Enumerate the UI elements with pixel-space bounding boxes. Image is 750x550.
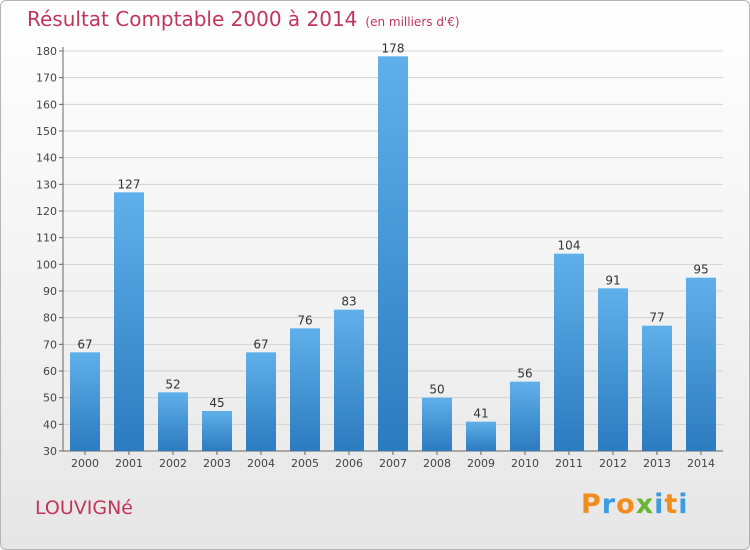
bar: [114, 192, 144, 452]
bar: [202, 411, 232, 451]
x-tick-label: 2007: [379, 457, 407, 470]
x-tick-label: 2004: [247, 457, 275, 470]
y-tick-label: 80: [43, 312, 57, 325]
bar-value-label: 83: [341, 295, 356, 309]
bar-value-label: 45: [209, 396, 224, 410]
logo-letter: i: [678, 489, 689, 520]
bar: [466, 421, 496, 451]
bar-value-label: 67: [77, 337, 92, 351]
chart-title-text: Résultat Comptable 2000 à 2014: [27, 7, 358, 31]
x-tick-label: 2002: [159, 457, 187, 470]
bar-value-label: 127: [118, 177, 141, 191]
bar-value-label: 76: [297, 313, 312, 327]
bar-value-label: 50: [429, 383, 444, 397]
x-tick-label: 2001: [115, 457, 143, 470]
bar-value-label: 52: [165, 377, 180, 391]
y-tick-label: 40: [43, 418, 57, 431]
y-tick-label: 90: [43, 285, 57, 298]
y-tick-label: 70: [43, 338, 57, 351]
bars: [70, 56, 716, 452]
y-tick-label: 110: [36, 232, 57, 245]
y-tick-label: 50: [43, 392, 57, 405]
x-tick-label: 2010: [511, 457, 539, 470]
y-tick-label: 30: [43, 445, 57, 458]
x-tick-label: 2008: [423, 457, 451, 470]
bar: [158, 392, 188, 451]
y-tick-label: 120: [36, 205, 57, 218]
y-tick-label: 180: [36, 45, 57, 58]
x-tick-label: 2014: [687, 457, 715, 470]
bar-value-label: 95: [693, 263, 708, 277]
y-tick-label: 130: [36, 178, 57, 191]
logo-letter: x: [635, 489, 655, 520]
bar: [554, 253, 584, 451]
x-tick-label: 2006: [335, 457, 363, 470]
bar-value-label: 41: [473, 407, 488, 421]
x-tick-label: 2012: [599, 457, 627, 470]
labels: 67 2000 127 2001 52 2002 45 2003 67 2004 76 2005 83 2…: [71, 41, 715, 470]
logo-letter: t: [664, 489, 679, 520]
y-tick-label: 100: [36, 258, 57, 271]
commune-name: LOUVIGNé: [35, 497, 133, 519]
logo-letter: P: [581, 489, 602, 520]
bar: [642, 325, 672, 451]
bar-value-label: 91: [605, 273, 620, 287]
logo-letter: r: [601, 489, 617, 520]
y-tick-label: 60: [43, 365, 57, 378]
x-tick-label: 2005: [291, 457, 319, 470]
y-tick-label: 140: [36, 152, 57, 165]
logo-letter: o: [616, 489, 636, 520]
bar: [598, 288, 628, 451]
bar-value-label: 56: [517, 367, 532, 381]
y-tick-label: 160: [36, 98, 57, 111]
x-tick-label: 2000: [71, 457, 99, 470]
bar-value-label: 67: [253, 337, 268, 351]
logo-letter: i: [654, 489, 665, 520]
bar: [378, 56, 408, 451]
bar: [290, 328, 320, 451]
y-tick-label: 150: [36, 125, 57, 138]
bar: [510, 381, 540, 451]
x-tick-label: 2011: [555, 457, 583, 470]
bar: [422, 397, 452, 451]
chart-title: Résultat Comptable 2000 à 2014 (en millie…: [27, 7, 460, 31]
bar-value-label: 178: [382, 41, 405, 55]
bar-value-label: 77: [649, 311, 664, 325]
x-tick-label: 2003: [203, 457, 231, 470]
bar-value-label: 104: [558, 239, 581, 253]
chart-subtitle: (en milliers d'€): [365, 15, 460, 29]
bar: [334, 309, 364, 451]
bar: [686, 277, 716, 451]
proxiti-logo[interactable]: Proxiti: [581, 489, 689, 520]
x-tick-label: 2013: [643, 457, 671, 470]
bar: [70, 352, 100, 451]
y-tick-label: 170: [36, 72, 57, 85]
bar: [246, 352, 276, 451]
x-tick-label: 2009: [467, 457, 495, 470]
